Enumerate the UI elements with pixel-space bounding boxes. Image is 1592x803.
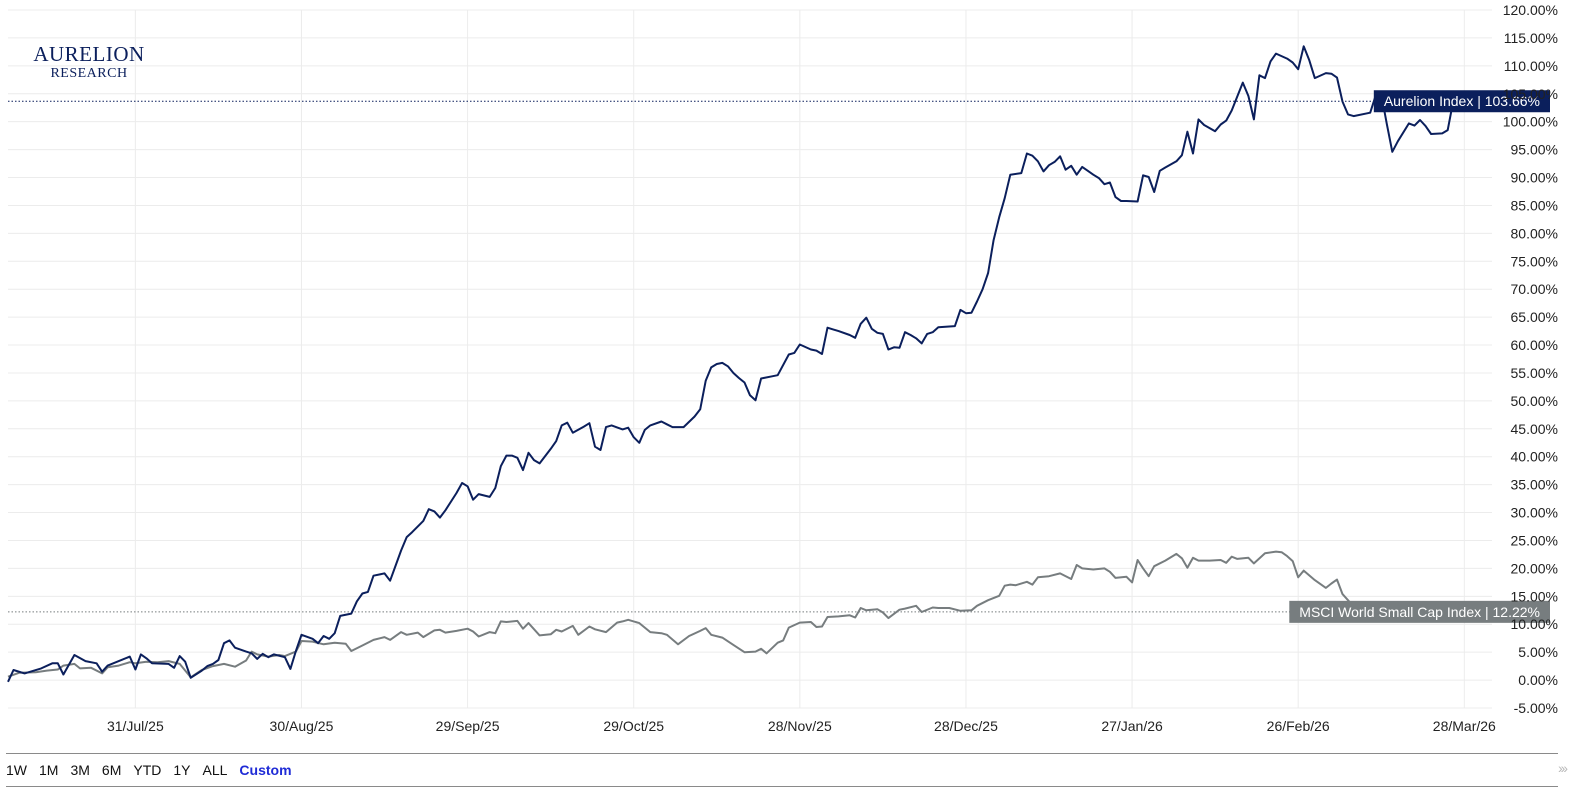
series-lines bbox=[7, 45, 1455, 683]
y-tick-label: 30.00% bbox=[1511, 505, 1558, 521]
x-tick-label: 28/Nov/25 bbox=[768, 718, 832, 734]
range-button-6m[interactable]: 6M bbox=[101, 762, 122, 778]
y-tick-label: 0.00% bbox=[1518, 672, 1558, 688]
range-button-3m[interactable]: 3M bbox=[70, 762, 90, 778]
y-tick-label: 85.00% bbox=[1511, 197, 1558, 213]
series-line-msci-world-small-cap bbox=[7, 550, 1454, 679]
y-tick-label: 55.00% bbox=[1511, 365, 1558, 381]
y-tick-label: 40.00% bbox=[1511, 449, 1558, 465]
reference-lines bbox=[8, 100, 1492, 613]
y-tick-label: -5.00% bbox=[1514, 700, 1558, 716]
x-tick-label: 31/Jul/25 bbox=[107, 718, 164, 734]
x-tick-label: 28/Mar/26 bbox=[1433, 718, 1496, 734]
series-end-label: Aurelion Index | 103.66% bbox=[1384, 93, 1540, 109]
y-tick-label: 20.00% bbox=[1511, 560, 1558, 576]
range-button-custom[interactable]: Custom bbox=[239, 762, 292, 778]
x-tick-label: 26/Feb/26 bbox=[1267, 718, 1330, 734]
y-tick-label: 120.00% bbox=[1503, 2, 1558, 18]
range-button-1m[interactable]: 1M bbox=[39, 762, 59, 778]
y-tick-label: 65.00% bbox=[1511, 309, 1558, 325]
x-tick-label: 29/Sep/25 bbox=[436, 718, 500, 734]
y-tick-label: 5.00% bbox=[1518, 644, 1558, 660]
y-tick-label: 70.00% bbox=[1511, 281, 1558, 297]
range-selector: 1W 1M 3M 6M YTD 1Y ALL Custom bbox=[6, 760, 304, 780]
brand-logo: AURELION RESEARCH bbox=[14, 42, 164, 82]
y-tick-label: 60.00% bbox=[1511, 337, 1558, 353]
y-tick-label: 100.00% bbox=[1503, 114, 1558, 130]
logo-line-1: AURELION bbox=[33, 42, 145, 66]
range-button-ytd[interactable]: YTD bbox=[133, 762, 162, 778]
y-axis: -5.00% 0.00% 5.00% 10.00% 15.00% 20.00% 25.00%… bbox=[1503, 2, 1558, 716]
range-button-all[interactable]: ALL bbox=[202, 762, 228, 778]
y-tick-label: 35.00% bbox=[1511, 477, 1558, 493]
scroll-right-icon[interactable]: ››› bbox=[1558, 760, 1568, 776]
y-tick-label: 115.00% bbox=[1504, 30, 1558, 46]
x-tick-label: 27/Jan/26 bbox=[1101, 718, 1163, 734]
y-tick-label: 25.00% bbox=[1511, 532, 1558, 548]
y-tick-label: 45.00% bbox=[1511, 421, 1558, 437]
range-button-1w[interactable]: 1W bbox=[6, 762, 27, 778]
y-tick-label: 105.00% bbox=[1503, 86, 1558, 102]
y-tick-label: 75.00% bbox=[1511, 253, 1558, 269]
series-end-label-box bbox=[1373, 90, 1550, 113]
x-tick-label: 30/Aug/25 bbox=[270, 718, 334, 734]
range-button-1y[interactable]: 1Y bbox=[173, 762, 191, 778]
range-bar-top-divider bbox=[6, 753, 1558, 754]
y-tick-label: 110.00% bbox=[1504, 58, 1558, 74]
series-end-label-box bbox=[1289, 600, 1550, 623]
x-tick-label: 28/Dec/25 bbox=[934, 718, 998, 734]
y-tick-label: 95.00% bbox=[1511, 142, 1558, 158]
end-labels: Aurelion Index | 103.66% MSCI World Small… bbox=[1289, 90, 1550, 623]
series-line-aurelion-index bbox=[7, 45, 1455, 683]
y-tick-label: 90.00% bbox=[1511, 170, 1558, 186]
chart: Aurelion Index | 103.66% MSCI World Small… bbox=[7, 2, 1558, 734]
logo-line-2: RESEARCH bbox=[50, 66, 128, 81]
x-axis: 31/Jul/25 30/Aug/25 29/Sep/25 29/Oct/25 28/N… bbox=[107, 718, 1496, 734]
y-tick-label: 10.00% bbox=[1511, 616, 1558, 632]
y-tick-label: 80.00% bbox=[1511, 225, 1558, 241]
y-tick-label: 15.00% bbox=[1511, 588, 1558, 604]
y-tick-label: 50.00% bbox=[1511, 393, 1558, 409]
x-tick-label: 29/Oct/25 bbox=[603, 718, 664, 734]
grid bbox=[8, 9, 1492, 709]
range-bar-bottom-divider bbox=[6, 786, 1558, 787]
series-end-label: MSCI World Small Cap Index | 12.22% bbox=[1299, 604, 1540, 620]
